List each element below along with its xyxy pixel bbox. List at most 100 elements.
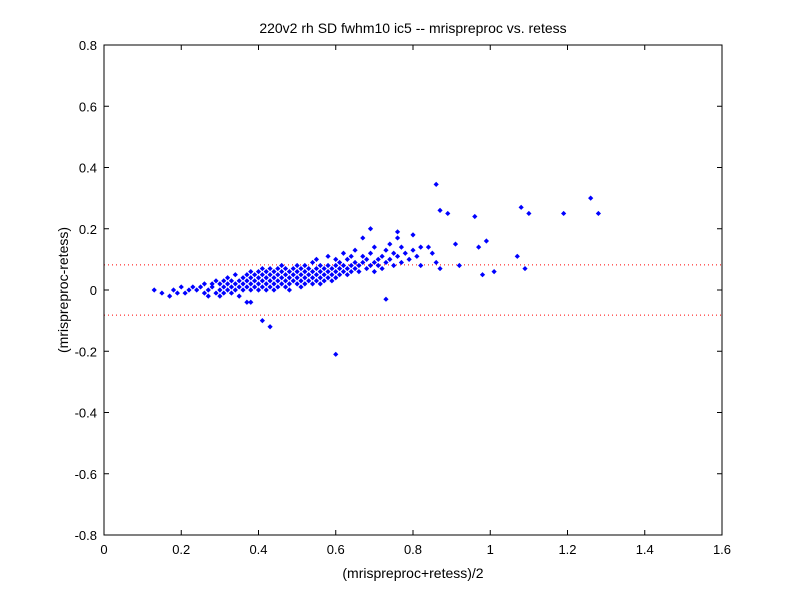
data-point [213,290,219,296]
data-point [321,272,327,278]
data-point [298,265,304,272]
data-point [391,250,397,256]
data-point [375,262,381,269]
data-point [275,272,281,278]
data-point [240,275,246,281]
data-point [255,275,262,281]
data-point [364,265,370,272]
data-point [344,272,350,278]
data-point [433,259,439,266]
data-point [348,253,354,259]
y-axis-label: (mrispreproc-retess) [55,227,71,353]
data-point [236,284,242,290]
y-tick-label: 0.6 [79,99,97,114]
data-point [526,210,532,217]
data-point [333,256,339,262]
data-point [194,287,200,293]
data-point [255,287,262,293]
data-point [263,287,269,293]
y-tick-label: -0.8 [75,528,97,543]
data-point [561,210,567,217]
data-point [375,256,381,262]
data-point [479,272,486,278]
data-point [433,181,439,187]
data-point [263,269,269,275]
data-point [279,275,285,281]
data-point [151,287,157,293]
data-point [228,278,235,284]
data-point [340,269,347,275]
data-point [201,281,208,287]
data-point [313,265,320,272]
data-point [321,278,327,284]
data-point [340,250,347,256]
data-point [167,293,173,299]
data-point [398,259,405,266]
data-point [279,269,285,275]
data-point [313,278,320,284]
data-point [174,290,180,296]
data-point [252,272,258,278]
data-point [364,256,370,262]
data-point [309,269,316,275]
data-point [290,265,296,272]
data-point [232,281,238,287]
data-point [294,262,300,269]
data-point [306,265,312,272]
data-point [294,269,300,275]
data-point [360,235,366,241]
x-axis-label: (mrispreproc+retess)/2 [342,565,483,581]
data-point [197,284,204,290]
y-tick-label: 0.8 [79,38,97,53]
data-point [190,284,196,290]
data-point [360,259,366,266]
data-point [259,265,265,272]
data-point [302,281,308,287]
data-point [186,287,192,293]
data-point [514,253,520,259]
data-point [333,269,339,275]
data-point [290,272,296,278]
data-point [518,204,524,210]
data-point [472,213,478,220]
x-tick-label: 0.8 [404,542,422,557]
data-point [294,275,300,281]
data-point [279,262,285,269]
data-point [182,290,188,296]
data-point [348,262,354,269]
data-point [418,262,424,269]
data-point [321,265,327,272]
data-point [491,269,497,275]
data-point [252,278,258,284]
data-point [178,284,184,290]
data-point [483,238,489,244]
data-point [340,262,347,269]
data-point [286,287,292,293]
y-tick-label: 0.2 [79,222,97,237]
y-tick-label: 0 [90,283,97,298]
data-point [379,265,385,272]
data-point [387,241,393,247]
data-point [371,244,377,250]
data-point [394,253,401,259]
data-point [209,281,215,287]
data-point [337,259,343,266]
data-point [317,275,323,281]
data-point [255,281,262,287]
data-point [271,287,277,293]
data-point [437,207,443,213]
data-point [259,278,265,284]
data-point [344,256,350,262]
data-point [255,269,262,275]
data-point [595,210,601,217]
data-point [217,287,223,293]
data-point [344,265,350,272]
data-point [325,253,331,259]
data-point [232,287,238,293]
data-point [286,275,292,281]
data-point [225,275,231,281]
data-point [356,262,362,269]
data-point [302,262,308,269]
data-point [259,272,265,278]
